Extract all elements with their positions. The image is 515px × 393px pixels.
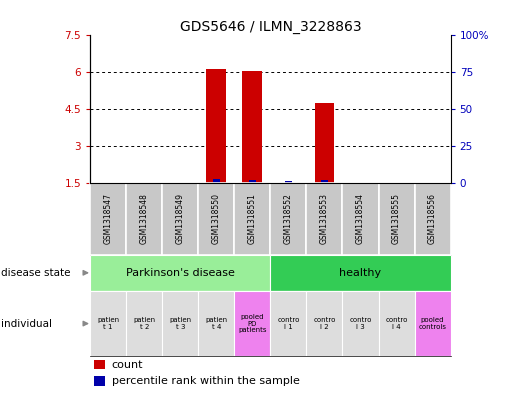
- Bar: [207, 68, 226, 183]
- Bar: [162, 291, 198, 356]
- Text: GSM1318556: GSM1318556: [428, 193, 437, 244]
- Text: pooled
controls: pooled controls: [419, 317, 447, 330]
- Text: GSM1318548: GSM1318548: [140, 193, 149, 244]
- Text: GSM1318552: GSM1318552: [284, 193, 293, 244]
- Bar: [415, 183, 451, 255]
- Bar: [270, 183, 306, 255]
- Text: GSM1318550: GSM1318550: [212, 193, 221, 244]
- Text: disease state: disease state: [1, 268, 71, 278]
- Text: GSM1318553: GSM1318553: [320, 193, 329, 244]
- Bar: [94, 376, 105, 386]
- Bar: [379, 291, 415, 356]
- Bar: [285, 181, 291, 183]
- Text: GSM1318554: GSM1318554: [356, 193, 365, 244]
- Bar: [90, 291, 126, 356]
- Text: contro
l 3: contro l 3: [349, 317, 372, 330]
- Bar: [270, 255, 451, 291]
- Bar: [342, 183, 379, 255]
- Bar: [90, 183, 126, 255]
- Text: pooled
PD
patients: pooled PD patients: [238, 314, 267, 333]
- Text: patien
t 2: patien t 2: [133, 317, 155, 330]
- Text: GSM1318555: GSM1318555: [392, 193, 401, 244]
- Bar: [126, 183, 162, 255]
- Bar: [249, 180, 255, 183]
- Text: GSM1318549: GSM1318549: [176, 193, 185, 244]
- Text: healthy: healthy: [339, 268, 382, 278]
- Bar: [94, 360, 105, 369]
- Text: GSM1318547: GSM1318547: [104, 193, 113, 244]
- Bar: [198, 291, 234, 356]
- Title: GDS5646 / ILMN_3228863: GDS5646 / ILMN_3228863: [180, 20, 361, 34]
- Text: percentile rank within the sample: percentile rank within the sample: [112, 376, 300, 386]
- Text: contro
l 1: contro l 1: [277, 317, 300, 330]
- Text: individual: individual: [1, 319, 52, 329]
- Text: patien
t 3: patien t 3: [169, 317, 191, 330]
- Bar: [321, 180, 328, 183]
- Text: patien
t 1: patien t 1: [97, 317, 119, 330]
- Bar: [126, 291, 162, 356]
- Bar: [306, 183, 342, 255]
- Text: GSM1318551: GSM1318551: [248, 193, 257, 244]
- Bar: [234, 291, 270, 356]
- Bar: [234, 183, 270, 255]
- Text: Parkinson's disease: Parkinson's disease: [126, 268, 235, 278]
- Text: count: count: [112, 360, 143, 369]
- Bar: [270, 291, 306, 356]
- Bar: [315, 103, 334, 183]
- Bar: [198, 183, 234, 255]
- Text: contro
l 4: contro l 4: [385, 317, 408, 330]
- Text: patien
t 4: patien t 4: [205, 317, 227, 330]
- Bar: [90, 255, 270, 291]
- Bar: [342, 291, 379, 356]
- Bar: [379, 183, 415, 255]
- Bar: [162, 183, 198, 255]
- Text: contro
l 2: contro l 2: [313, 317, 336, 330]
- Bar: [415, 291, 451, 356]
- Bar: [213, 179, 219, 183]
- Bar: [306, 291, 342, 356]
- Bar: [243, 71, 262, 183]
